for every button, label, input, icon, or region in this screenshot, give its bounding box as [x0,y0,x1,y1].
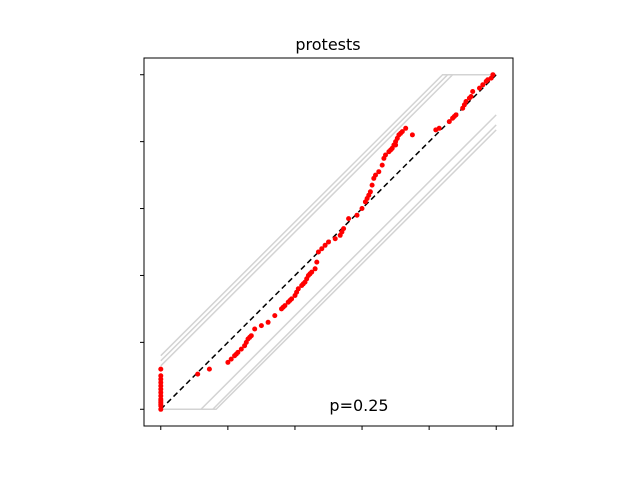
envelope-band-6 [160,114,497,411]
data-point [453,112,459,118]
data-point [341,226,347,232]
chart-title: protests [295,35,360,54]
data-point [258,323,264,329]
data-point [309,269,315,275]
data-point [403,125,409,131]
data-point [379,162,385,168]
data-point [265,319,271,325]
data-point [354,212,360,218]
data-point [468,94,474,99]
data-point [235,349,241,355]
data-point [312,266,318,272]
data-point [373,172,378,178]
envelope-band-2 [160,73,497,362]
p-value-annotation: p=0.25 [329,396,388,415]
data-point [490,72,496,78]
data-point [322,242,328,248]
data-point [346,216,352,222]
axes [140,57,514,430]
data-point [282,303,288,309]
data-point [326,239,331,245]
data-point [272,313,278,319]
data-point [206,366,212,372]
envelope-band-1 [160,73,497,357]
data-point [158,366,164,372]
data-points [158,72,496,412]
data-point [295,286,301,292]
data-point [376,169,382,175]
data-point [238,346,244,352]
data-point [248,333,254,339]
envelope-band-5 [160,124,497,411]
data-point [252,326,258,332]
envelope-bands [160,73,497,411]
data-point [480,82,486,88]
data-point [319,246,325,252]
data-point [446,119,452,125]
data-point [393,142,399,148]
data-point [399,129,405,135]
data-point [463,99,469,104]
data-point [228,356,234,362]
data-point [332,236,338,242]
axes-frame [143,57,514,427]
data-point [436,125,442,131]
data-point [470,89,476,94]
data-point [369,182,375,188]
data-point [195,371,201,377]
data-point [477,85,482,91]
data-point [409,132,415,138]
data-point [315,249,321,255]
data-point [314,259,320,265]
data-point [158,373,164,379]
data-point [359,206,365,211]
data-point [383,152,388,158]
envelope-band-3 [160,73,497,367]
data-point [367,189,373,195]
data-point [289,296,295,302]
data-point [225,359,231,365]
